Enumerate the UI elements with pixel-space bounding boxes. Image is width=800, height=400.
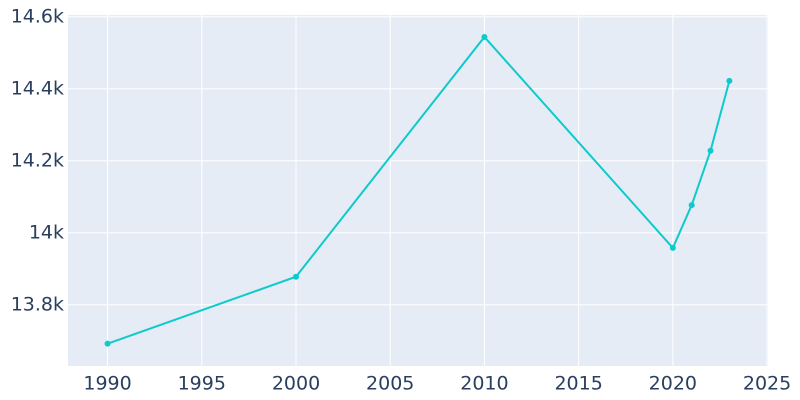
point: [481, 33, 488, 40]
y-tick-label: 13.8k: [11, 293, 64, 315]
point: [726, 77, 733, 84]
x-tick-label: 2000: [272, 373, 320, 395]
point: [688, 202, 695, 209]
point: [669, 244, 676, 251]
x-tick-label: 2005: [366, 373, 414, 395]
x-tick-label: 2025: [743, 373, 791, 395]
plot-area: [68, 15, 768, 366]
x-tick-label: 2015: [554, 373, 602, 395]
x-tick-label: 1995: [178, 373, 226, 395]
y-tick-label: 14k: [29, 221, 64, 243]
point: [104, 340, 111, 347]
x-tick-label: 2010: [460, 373, 508, 395]
y-tick-label: 14.4k: [11, 77, 64, 99]
x-tick-label: 1990: [83, 373, 131, 395]
point: [707, 147, 714, 154]
y-tick-label: 14.2k: [11, 149, 64, 171]
point: [292, 273, 299, 280]
y-tick-label: 14.6k: [11, 5, 64, 27]
x-tick-label: 2020: [649, 373, 697, 395]
